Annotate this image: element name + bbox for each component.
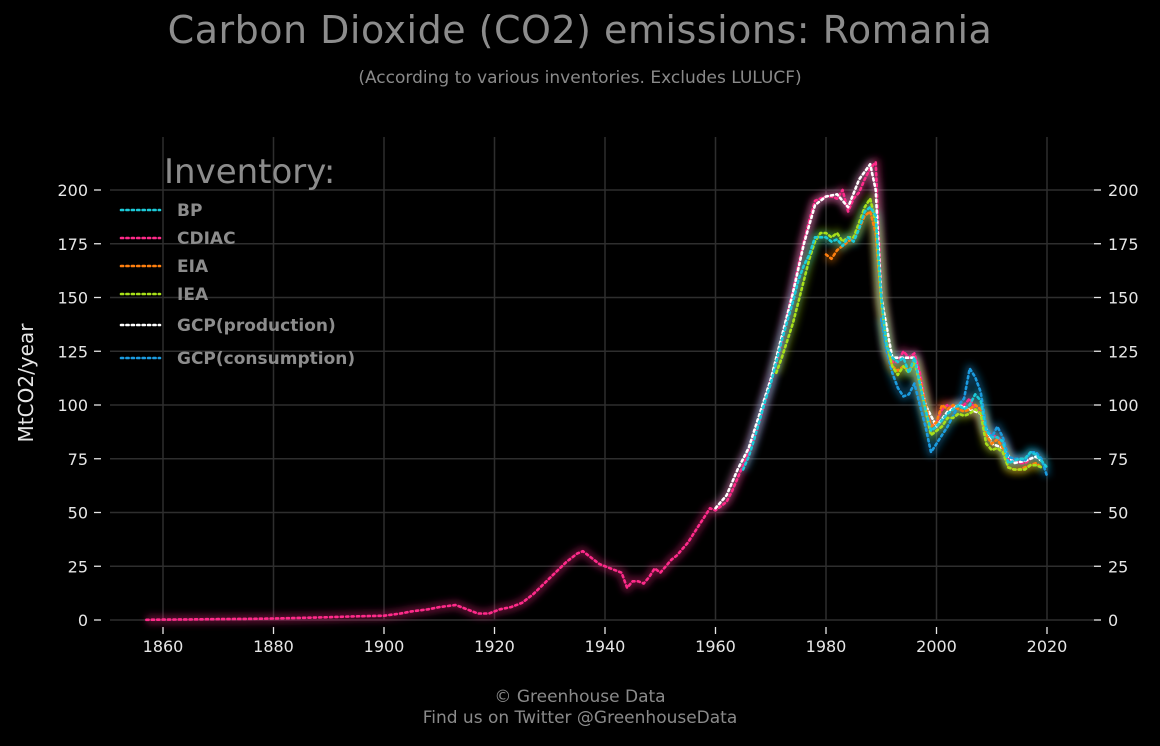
y-tick-label-left: 50 [68, 504, 88, 523]
footer-copyright: © Greenhouse Data [494, 687, 666, 707]
grid-lines [110, 137, 1094, 621]
y-tick-label-right: 100 [1108, 396, 1139, 415]
x-tick-label: 1880 [253, 637, 294, 656]
x-tick-label: 2020 [1027, 637, 1068, 656]
y-tick-label-right: 125 [1108, 342, 1139, 361]
y-tick-label-left: 175 [57, 235, 88, 254]
y-tick-label-right: 150 [1108, 289, 1139, 308]
chart-subtitle: (According to various inventories. Exclu… [358, 68, 802, 88]
y-tick-label-left: 100 [57, 396, 88, 415]
y-tick-label-right: 75 [1108, 450, 1128, 469]
legend-label-iea: IEA [177, 285, 209, 305]
legend-label-gcp-production: GCP(production) [177, 316, 336, 336]
y-tick-label-right: 200 [1108, 181, 1139, 200]
y-tick-label-right: 175 [1108, 235, 1139, 254]
x-tick-label: 1900 [364, 637, 405, 656]
y-tick-label-left: 25 [68, 557, 88, 576]
y-tick-label-left: 200 [57, 181, 88, 200]
y-tick-label-left: 150 [57, 289, 88, 308]
legend-label-cdiac: CDIAC [177, 229, 236, 249]
x-tick-label: 1980 [806, 637, 847, 656]
legend-label-gcp-consumption: GCP(consumption) [177, 349, 355, 369]
y-tick-label-left: 75 [68, 450, 88, 469]
y-tick-label-right: 0 [1108, 611, 1118, 630]
y-tick-label-right: 25 [1108, 557, 1128, 576]
series-line-iea [774, 197, 1043, 471]
series-lines [145, 160, 1049, 622]
x-tick-label: 1860 [143, 637, 184, 656]
footer-twitter: Find us on Twitter @GreenhouseData [422, 708, 738, 728]
x-tick-label: 1940 [585, 637, 626, 656]
chart-title: Carbon Dioxide (CO2) emissions: Romania [167, 8, 993, 52]
series-line-gcp-consumption [879, 317, 1049, 478]
x-tick-label: 1920 [474, 637, 515, 656]
legend-label-eia: EIA [177, 257, 209, 277]
legend-label-bp: BP [177, 201, 202, 221]
y-axis-label: MtCO2/year [14, 323, 38, 443]
x-tick-label: 2000 [916, 637, 957, 656]
legend-title: Inventory: [164, 152, 335, 192]
series-line-bp [741, 205, 1049, 471]
y-tick-label-left: 0 [78, 611, 88, 630]
y-tick-label-left: 125 [57, 342, 88, 361]
axes: 0 0 25 25 50 50 75 75 100 100 125 125 150 150 175 175 20… [57, 181, 1138, 656]
y-tick-label-right: 50 [1108, 504, 1128, 523]
legend: Inventory: BP CDIAC EIA IEA GCP(production) G… [119, 152, 355, 369]
x-tick-label: 1960 [695, 637, 736, 656]
